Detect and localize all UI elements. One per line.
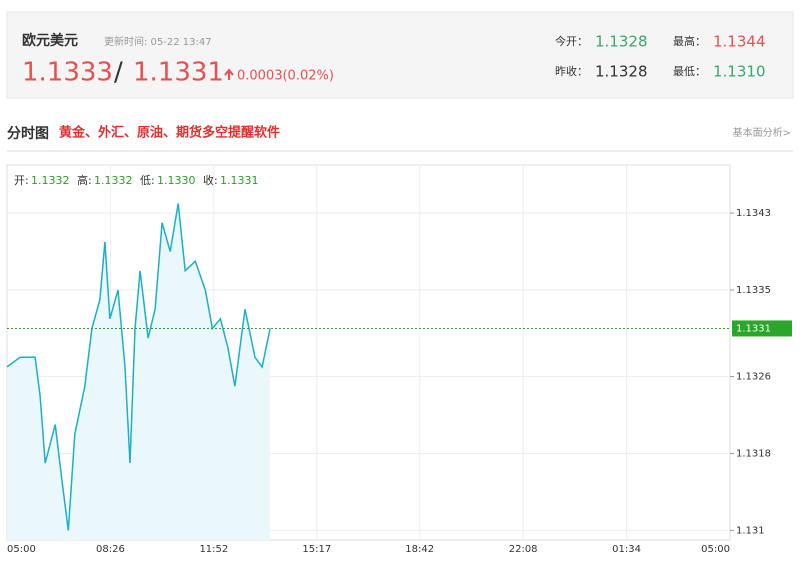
more-link[interactable]: 基本面分析> <box>733 126 791 139</box>
y-tick-label: 1.1335 <box>736 285 771 296</box>
info-value: 1.1332 <box>31 174 70 187</box>
info-label: 收: <box>203 173 218 187</box>
quote-panel <box>6 11 794 99</box>
y-tick-label: 1.1318 <box>736 448 771 459</box>
stat-value: 1.1344 <box>713 33 766 51</box>
x-tick-label: 15:17 <box>302 544 331 555</box>
price2: 1.1331 <box>133 58 224 88</box>
x-tick-label: 01:34 <box>612 544 641 555</box>
x-tick-label: 11:52 <box>199 544 228 555</box>
x-tick-label: 05:00 <box>7 544 36 555</box>
info-row: 开: 1.1332 高: 1.1332 低: 1.1330 收: 1.1331 <box>14 173 259 187</box>
stat-label: 最低： <box>673 65 706 78</box>
area <box>7 203 271 540</box>
x-tick-label: 22:08 <box>509 544 538 555</box>
update-time: 更新时间: 05-22 13:47 <box>104 35 212 48</box>
y-tick-label: 1.1326 <box>736 372 771 383</box>
plot-frame <box>6 164 731 541</box>
info-value: 1.1332 <box>94 174 133 187</box>
info-label: 高: <box>77 173 92 187</box>
y-tick-label: 1.1343 <box>736 208 771 219</box>
info-value: 1.1331 <box>220 174 259 187</box>
current-badge <box>732 320 792 337</box>
stat-value: 1.1310 <box>713 63 766 81</box>
info-value: 1.1330 <box>157 174 196 187</box>
separator: / <box>114 58 123 88</box>
x-tick-label: 05:00 <box>701 544 730 555</box>
stat-label: 今开： <box>555 34 588 48</box>
stats: 今开： 1.1328 最高： 1.1344 昨收： 1.1328 最低： 1.1310 <box>555 33 766 81</box>
y-tick-label: 1.131 <box>736 525 765 536</box>
stat-label: 昨收： <box>555 64 588 78</box>
x-tick-label: 08:26 <box>96 544 125 555</box>
x-tick-label: 18:42 <box>405 544 434 555</box>
stat-value: 1.1328 <box>595 33 648 51</box>
change: 0.0003(0.02%) <box>237 69 334 84</box>
title: 欧元美元 <box>22 32 78 49</box>
section-title: 分时图 <box>7 125 49 142</box>
info-label: 低: <box>140 174 155 187</box>
up-arrow <box>224 68 234 80</box>
promo-link[interactable]: 黄金、外汇、原油、期货多空提醒软件 <box>59 125 280 141</box>
stat-label: 最高： <box>673 34 706 48</box>
current-label: 1.1331 <box>736 323 771 334</box>
price: 1.1333 <box>22 58 113 88</box>
stat-value: 1.1328 <box>595 63 648 81</box>
info-label: 开: <box>14 174 29 187</box>
